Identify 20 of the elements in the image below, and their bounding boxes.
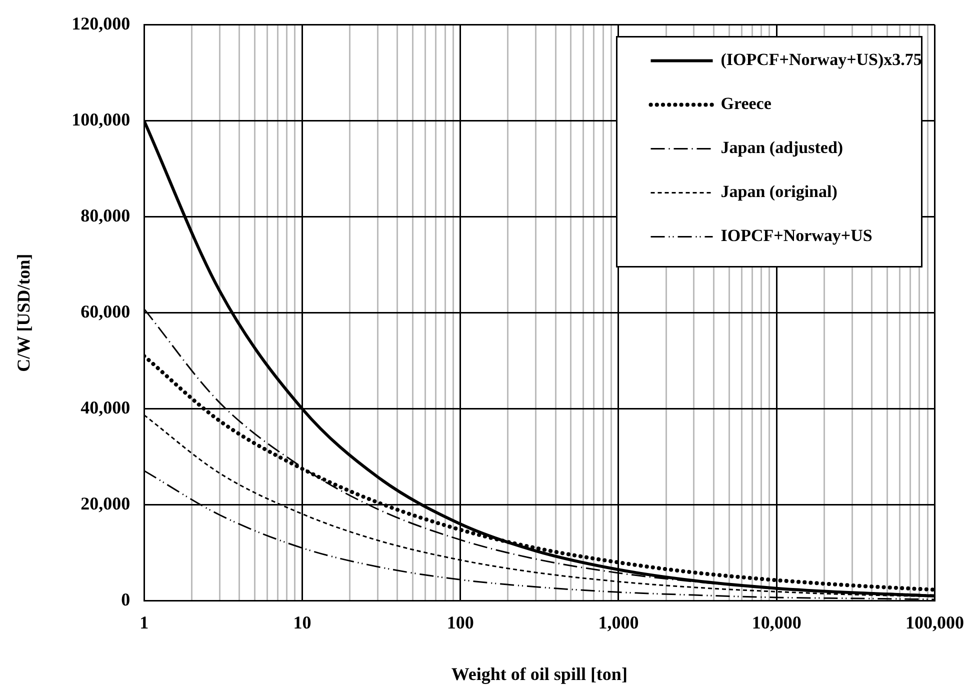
x-tick-label: 1 [140, 612, 149, 632]
x-axis-title: Weight of oil spill [ton] [451, 664, 628, 684]
y-axis-title: C/W [USD/ton] [13, 254, 34, 372]
y-tick-label: 120,000 [72, 13, 130, 34]
y-tick-label: 0 [121, 589, 130, 610]
x-tick-label: 10,000 [752, 612, 802, 632]
legend-label: (IOPCF+Norway+US)x3.75 [720, 50, 922, 70]
y-tick-label: 40,000 [80, 397, 130, 418]
y-tick-label: 20,000 [80, 493, 130, 514]
y-tick-label: 60,000 [80, 301, 130, 322]
x-tick-label: 10 [293, 612, 312, 632]
legend-label: IOPCF+Norway+US [720, 226, 872, 246]
x-tick-label: 100 [446, 612, 474, 632]
legend-label: Japan (original) [720, 182, 838, 202]
y-tick-label: 80,000 [80, 205, 130, 226]
legend-label: Greece [720, 94, 772, 114]
x-tick-label: 100,000 [906, 612, 964, 632]
y-tick-label: 100,000 [72, 109, 130, 130]
x-tick-label: 1,000 [598, 612, 639, 632]
legend-label: Japan (adjusted) [720, 138, 844, 158]
